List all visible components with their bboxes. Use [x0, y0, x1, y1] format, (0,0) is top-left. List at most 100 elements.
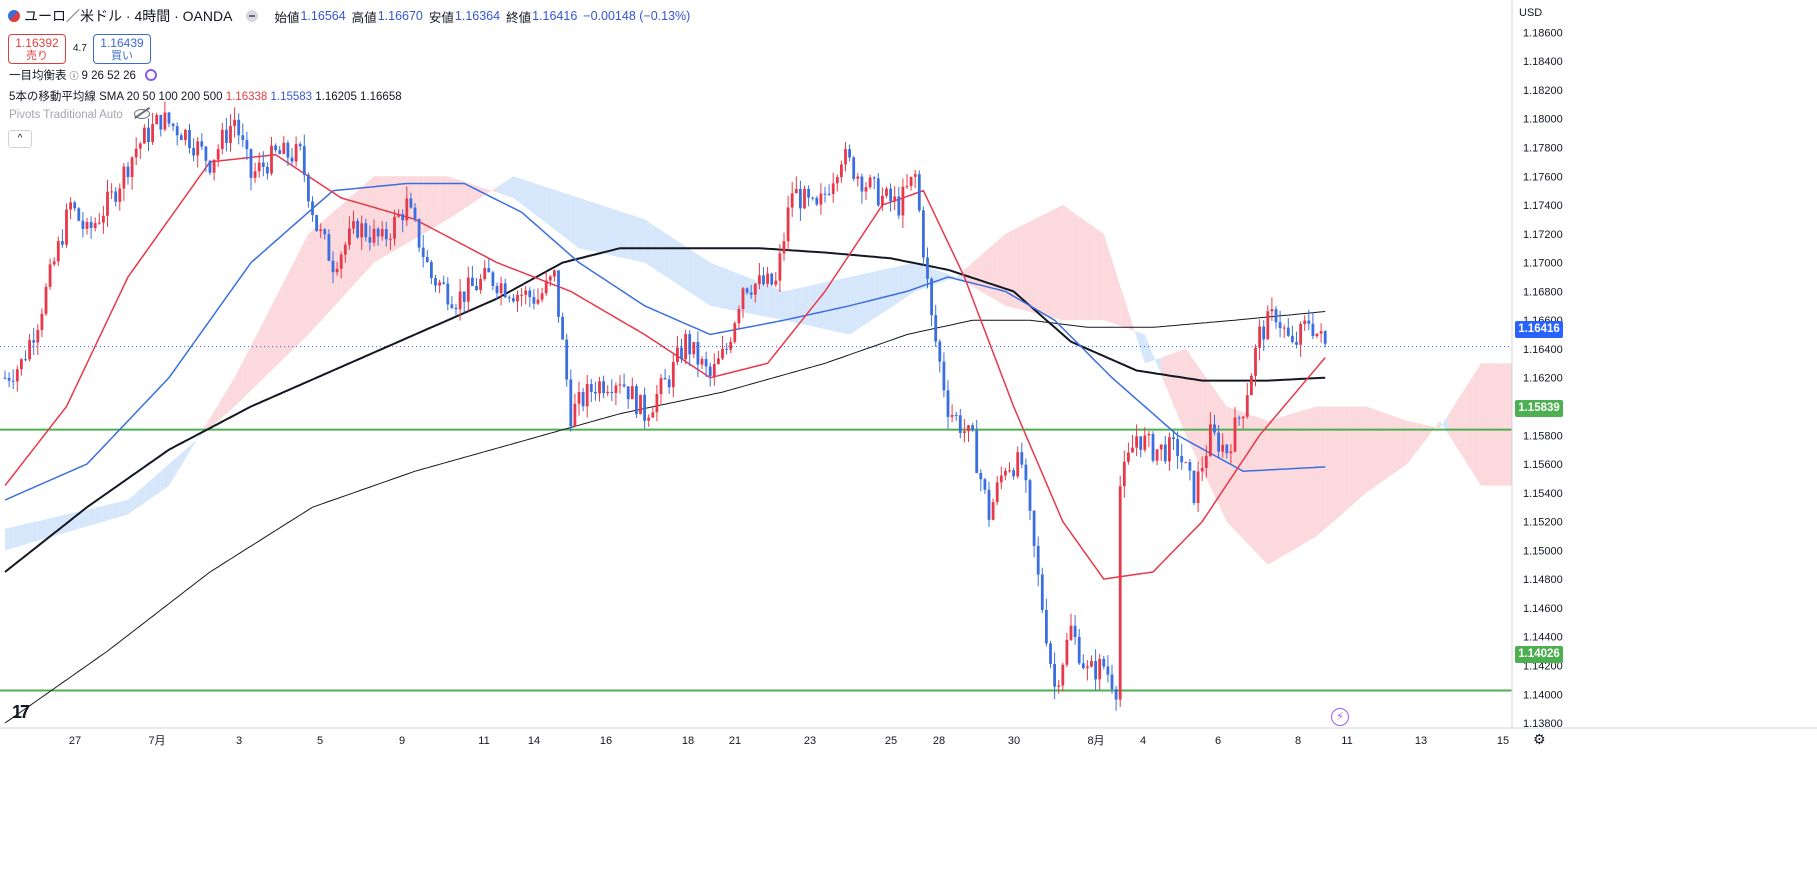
candle-body	[684, 334, 687, 360]
candle-body	[48, 264, 52, 287]
candle-body	[20, 359, 23, 370]
flash-icon[interactable]: ⚡	[1331, 708, 1349, 726]
candle-body	[1299, 323, 1302, 345]
cloud-segment	[1259, 417, 1268, 565]
candle-body	[446, 283, 450, 305]
candle-body	[438, 282, 441, 286]
candle-body	[655, 394, 659, 413]
candle-body	[257, 162, 261, 172]
candle-body	[380, 229, 384, 237]
candle-body	[417, 218, 421, 248]
buy-button[interactable]: 1.16439 買い	[93, 34, 151, 64]
price-tick-label: 1.15600	[1523, 459, 1563, 471]
candle-body	[372, 228, 376, 243]
candle-body	[1266, 311, 1270, 340]
candle-body	[1245, 395, 1249, 417]
candle-body	[1176, 439, 1179, 457]
cloud-segment	[234, 361, 243, 407]
time-tick-label: 6	[1215, 735, 1221, 747]
tradingview-logo[interactable]: 17	[12, 702, 30, 722]
candle-body	[159, 114, 163, 130]
time-tick-label: 4	[1140, 735, 1146, 747]
candle-body	[147, 127, 150, 143]
candle-body	[1098, 658, 1102, 680]
time-tick-label: 5	[317, 735, 323, 747]
candle-body	[1163, 444, 1167, 462]
candle-body	[507, 297, 511, 299]
pivots-legend[interactable]: Pivots Traditional Auto	[9, 109, 150, 121]
candle-body	[708, 366, 712, 377]
candle-body	[987, 489, 991, 520]
candle-body	[614, 385, 618, 393]
moving-averages	[4, 153, 1326, 724]
cloud-segment	[579, 197, 588, 251]
candle-body	[1061, 664, 1065, 686]
ma-value-3: 1.16205	[315, 91, 357, 103]
candle-body	[1155, 449, 1159, 461]
cloud-segment	[636, 216, 645, 263]
cloud-segment	[1481, 363, 1490, 486]
market-closed-icon[interactable]	[246, 10, 259, 22]
candle-body	[1282, 327, 1286, 329]
cloud-segment	[1489, 363, 1498, 486]
candle-body	[56, 241, 60, 262]
cloud-segment	[95, 505, 104, 524]
gear-icon[interactable]: ⚙	[1533, 731, 1546, 747]
candle-body	[282, 142, 286, 154]
candle-body	[565, 339, 569, 380]
cloud-segment	[1079, 216, 1088, 321]
ichimoku-legend[interactable]: 一目均衡表 ⓘ 9 26 52 26	[9, 67, 158, 83]
candle-body	[1323, 331, 1327, 344]
candle-body	[167, 112, 171, 124]
candle-body	[298, 144, 302, 147]
candle-body	[831, 183, 835, 194]
candle-body	[376, 228, 380, 237]
cloud-segment	[1399, 417, 1408, 470]
candle-body	[1204, 455, 1208, 468]
candle-body	[1217, 432, 1220, 452]
cloud-segment	[570, 195, 579, 249]
refresh-icon[interactable]	[145, 69, 158, 81]
ma-name: 5本の移動平均線 SMA 20 50 100 200 500	[9, 91, 223, 103]
candle-body	[1278, 322, 1282, 329]
price-tick-label: 1.17000	[1523, 258, 1563, 270]
candle-body	[823, 193, 827, 195]
cloud-segment	[1177, 348, 1186, 436]
symbol-title[interactable]: ユーロ／米ドル · 4時間 · OANDA	[24, 8, 233, 24]
cloud-segment	[447, 176, 456, 220]
cloud-segment	[439, 176, 448, 225]
candle-body	[1032, 510, 1036, 546]
sell-button[interactable]: 1.16392 売り	[8, 34, 66, 64]
candle-body	[967, 425, 970, 432]
candle-body	[1168, 437, 1171, 462]
candle-body	[704, 358, 708, 367]
candle-body	[204, 146, 208, 161]
sma100-line	[4, 247, 1326, 573]
collapse-legend-button[interactable]: ^	[8, 130, 32, 148]
candle-body	[942, 361, 946, 391]
candle-body	[946, 390, 950, 417]
cloud-segment	[693, 251, 702, 301]
currency-selector[interactable]: USD	[1519, 7, 1543, 19]
eye-off-icon[interactable]	[134, 109, 150, 119]
candle-body	[122, 166, 126, 189]
candle-body	[110, 191, 113, 193]
candle-body	[950, 414, 954, 417]
cloud-segment	[767, 284, 776, 319]
candle-body	[1004, 470, 1007, 476]
cloud-segment	[1456, 389, 1465, 460]
ma-legend[interactable]: 5本の移動平均線 SMA 20 50 100 200 500 1.16338 1…	[9, 88, 402, 104]
cloud-segment	[1095, 228, 1104, 321]
cloud-segment	[587, 200, 596, 252]
candle-body	[520, 294, 523, 296]
candle-body	[594, 391, 597, 394]
candle-body	[93, 223, 97, 228]
price-tick-label: 1.18200	[1523, 85, 1563, 97]
cloud-segment	[890, 266, 899, 308]
candle-body	[1094, 661, 1097, 680]
cloud-segment	[1448, 402, 1457, 447]
cloud-segment	[677, 241, 686, 290]
candle-body	[15, 369, 19, 382]
candle-body	[319, 229, 323, 232]
